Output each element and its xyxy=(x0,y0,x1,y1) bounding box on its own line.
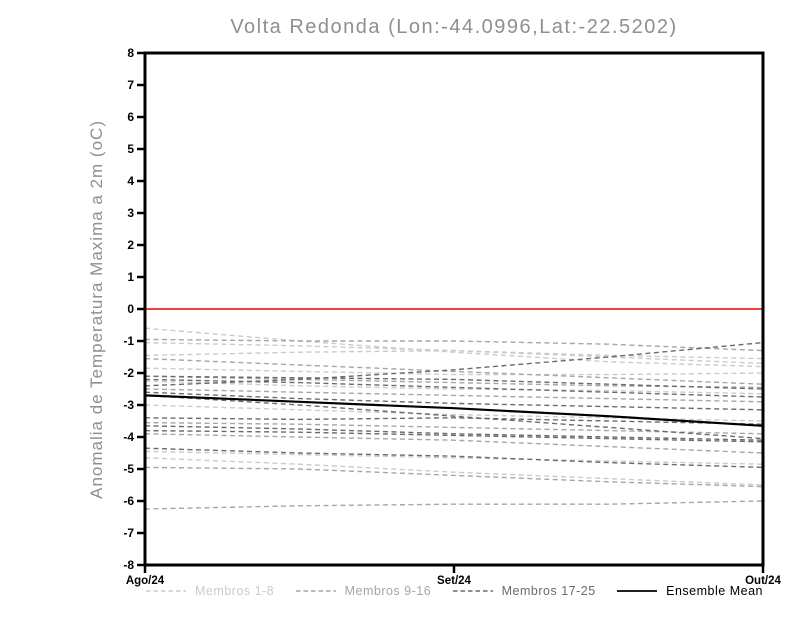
y-tick-label: 5 xyxy=(127,142,134,156)
legend: Membros 1-8 Membros 9-16 Membros 17-25 E… xyxy=(145,584,763,598)
member-8-line xyxy=(144,457,764,486)
member-9-line xyxy=(144,338,764,352)
legend-label: Membros 1-8 xyxy=(195,584,275,598)
legend-item-membros-17-25: Membros 17-25 xyxy=(452,584,596,598)
y-tick-label: 8 xyxy=(127,46,134,60)
member-11-line xyxy=(144,375,764,389)
member-12-line xyxy=(144,388,764,403)
member-21-line xyxy=(144,417,764,425)
member-5-line xyxy=(144,380,764,395)
member-14-line xyxy=(144,433,764,454)
legend-item-membros-1-8: Membros 1-8 xyxy=(145,584,274,598)
y-tick-label: -7 xyxy=(123,526,134,540)
y-tick-label: -5 xyxy=(123,462,134,476)
member-3-line xyxy=(144,349,764,360)
legend-label: Membros 17-25 xyxy=(501,584,596,598)
member-1-line xyxy=(144,327,764,368)
y-tick-label: 2 xyxy=(127,238,134,252)
legend-line-sample-dashed xyxy=(295,590,336,592)
member-16-line xyxy=(144,500,764,510)
y-tick-label: -8 xyxy=(123,558,134,572)
y-tick-label: -6 xyxy=(123,494,134,508)
x-tick-label: Set/24 xyxy=(437,575,471,587)
member-10-line xyxy=(144,357,764,385)
member-6-line xyxy=(144,404,764,422)
legend-label: Membros 9-16 xyxy=(344,584,432,598)
legend-label: Ensemble Mean xyxy=(666,584,763,598)
x-tick-label: Ago/24 xyxy=(126,575,165,587)
member-13-line xyxy=(144,421,764,435)
x-tick-label: Out/24 xyxy=(745,575,781,587)
member-18-line xyxy=(144,375,764,390)
member-2-line xyxy=(144,341,764,365)
member-23-line xyxy=(144,429,764,443)
y-tick-label: 0 xyxy=(127,302,134,316)
y-tick-label: 4 xyxy=(127,174,134,188)
legend-item-ensemble-mean: Ensemble Mean xyxy=(616,584,763,598)
y-tick-label: -4 xyxy=(123,430,134,444)
y-tick-label: 7 xyxy=(127,78,134,92)
member-4-line xyxy=(144,367,764,376)
y-tick-label: -3 xyxy=(123,398,134,412)
member-22-line xyxy=(144,425,764,441)
y-tick-label: 1 xyxy=(127,270,134,284)
member-24-line xyxy=(144,447,764,469)
chart-title: Volta Redonda (Lon:-44.0996,Lat:-22.5202… xyxy=(230,16,678,38)
ensemble-mean-line xyxy=(144,394,764,427)
member-20-line xyxy=(144,391,764,411)
y-axis-label-text: Anomalia de Temperatura Maxima a 2m (oC) xyxy=(87,119,106,499)
y-axis-label: Anomalia de Temperatura Maxima a 2m (oC) xyxy=(84,53,110,565)
y-tick-label: -2 xyxy=(123,366,134,380)
member-7-line xyxy=(144,450,764,465)
member-19-line xyxy=(144,378,764,398)
legend-line-sample-solid xyxy=(617,590,658,592)
legend-line-sample-dashed xyxy=(452,590,493,592)
member-15-line xyxy=(144,466,764,488)
member-25-line xyxy=(144,394,764,440)
y-tick-label: -1 xyxy=(123,334,134,348)
y-tick-label: 3 xyxy=(127,206,134,220)
y-tick-label: 6 xyxy=(127,110,134,124)
legend-line-sample-dashed xyxy=(146,590,186,592)
legend-item-membros-9-16: Membros 9-16 xyxy=(295,584,432,598)
